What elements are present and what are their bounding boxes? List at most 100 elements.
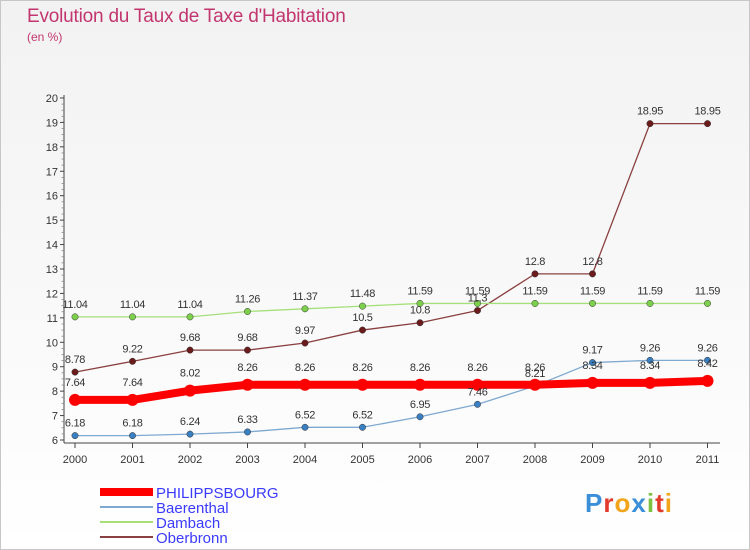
data-point [299, 378, 311, 391]
x-tick-label: 2010 [638, 454, 662, 466]
data-label: 6.52 [295, 409, 315, 421]
data-label: 11.04 [177, 299, 202, 311]
data-label: 6.52 [352, 409, 372, 421]
x-tick-label: 2007 [465, 454, 489, 466]
y-tick-label: 12 [46, 288, 58, 300]
data-label: 10.5 [352, 312, 372, 324]
y-tick-label: 8 [52, 386, 58, 398]
data-label: 9.22 [122, 343, 142, 355]
data-label: 8.78 [65, 354, 85, 366]
data-label: 9.68 [237, 332, 257, 344]
y-tick-label: 17 [46, 166, 58, 178]
x-tick-label: 2005 [350, 454, 374, 466]
series-line-oberbronn [74, 122, 708, 373]
data-label: 6.33 [237, 414, 257, 426]
data-point [704, 120, 711, 128]
data-label: 12.8 [582, 256, 602, 268]
data-label: 7.46 [467, 386, 487, 398]
legend-label: PHILIPPSBOURG [156, 485, 279, 502]
data-label: 9.97 [295, 325, 315, 337]
series-line-dambach [75, 302, 708, 318]
x-tick-label: 2001 [120, 454, 144, 466]
y-tick-label: 19 [46, 117, 58, 129]
data-label: 6.18 [122, 418, 142, 430]
legend-label: Dambach [156, 515, 220, 532]
data-point [301, 339, 309, 347]
data-label: 11.26 [235, 293, 260, 305]
data-label: 9.26 [640, 342, 660, 354]
data-label: 9.68 [180, 332, 200, 344]
data-point [186, 346, 194, 354]
x-tick-label: 2011 [696, 454, 720, 466]
data-point [644, 376, 656, 389]
data-point [646, 120, 654, 128]
data-point [184, 384, 196, 397]
data-label: 11.04 [62, 299, 87, 311]
data-point [414, 378, 426, 391]
data-label: 11.59 [695, 285, 720, 297]
data-label: 11.04 [120, 299, 145, 311]
x-tick-label: 2002 [178, 454, 202, 466]
data-label: 8.26 [352, 362, 372, 374]
data-label: 8.34 [640, 360, 660, 372]
data-point [241, 378, 254, 391]
data-label: 11.37 [292, 291, 317, 303]
y-tick-label: 16 [46, 191, 58, 203]
data-point [359, 302, 366, 310]
data-point [589, 299, 596, 307]
data-label: 6.24 [180, 416, 200, 428]
data-label: 8.42 [697, 358, 717, 370]
data-point [129, 313, 136, 321]
data-label: 18.95 [694, 106, 720, 118]
data-point [71, 313, 79, 321]
x-tick-label: 2004 [293, 454, 317, 466]
y-tick-label: 6 [52, 435, 58, 447]
data-label: 11.59 [580, 285, 605, 297]
data-point [471, 378, 484, 391]
y-tick-label: 15 [46, 215, 58, 227]
data-label: 9.17 [582, 345, 602, 357]
data-point [356, 378, 369, 391]
data-point [244, 346, 251, 354]
legend-label: Baerenthal [156, 500, 229, 517]
data-label: 9.26 [697, 342, 717, 354]
data-label: 7.64 [65, 377, 85, 389]
data-label: 11.59 [465, 285, 490, 297]
data-label: 12.8 [525, 256, 545, 268]
data-point [71, 432, 79, 440]
y-tick-label: 14 [46, 240, 58, 252]
data-label: 8.34 [582, 360, 602, 372]
data-point [301, 423, 309, 431]
data-label: 7.64 [122, 377, 142, 389]
data-label: 6.95 [410, 399, 430, 411]
y-tick-label: 11 [47, 313, 58, 325]
x-tick-label: 2003 [235, 454, 259, 466]
data-point [704, 356, 711, 364]
data-label: 8.26 [410, 362, 430, 374]
data-point [359, 423, 366, 431]
x-tick-label: 2006 [408, 454, 432, 466]
series-line-baerenthal [75, 359, 708, 437]
data-point [244, 308, 251, 315]
data-point [129, 357, 136, 365]
data-point [701, 374, 714, 387]
data-label: 8.26 [237, 362, 257, 374]
data-point [529, 378, 541, 391]
data-point [186, 430, 194, 438]
data-point [126, 393, 139, 406]
x-tick-label: 2008 [523, 454, 547, 466]
data-label: 8.26 [295, 362, 315, 374]
data-point [359, 326, 366, 334]
data-point [646, 356, 654, 364]
data-label: 6.18 [65, 418, 85, 430]
y-tick-label: 9 [52, 362, 58, 374]
chart-unit-label: (en %) [27, 30, 63, 44]
data-label: 11.59 [637, 285, 662, 297]
chart-title: Evolution du Taux de Taxe d'Habitation [27, 6, 346, 27]
data-point [129, 432, 136, 440]
data-point [589, 359, 596, 367]
y-tick-label: 7 [52, 411, 58, 423]
data-label: 10.8 [410, 305, 430, 317]
